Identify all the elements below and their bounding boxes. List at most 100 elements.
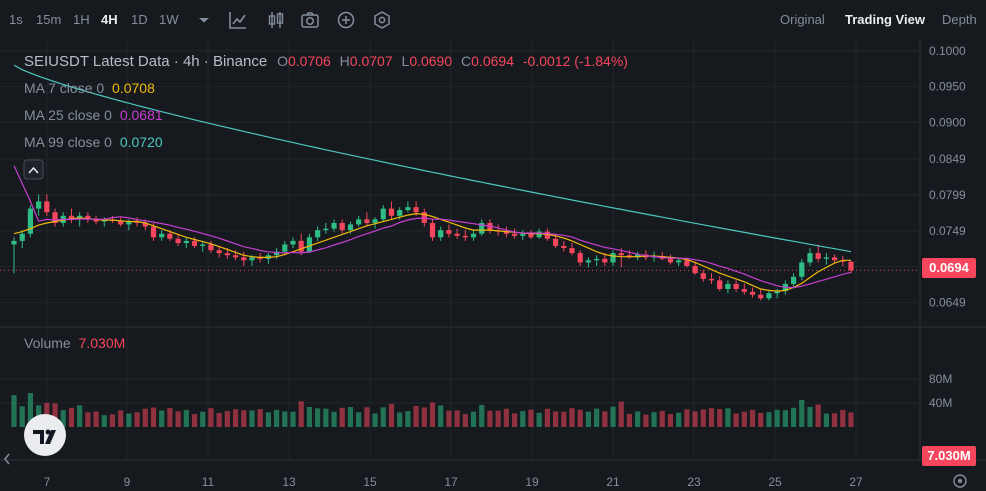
collapse-button[interactable] <box>23 159 44 180</box>
candle-body <box>315 230 321 238</box>
candle-body <box>610 253 616 263</box>
candle-body <box>470 233 477 238</box>
candle-body <box>725 283 731 289</box>
price-tick-label: 0.0799 <box>929 188 966 202</box>
view-trading-view[interactable]: Trading View <box>845 12 925 27</box>
volume-bar <box>282 411 288 427</box>
candle-body <box>618 253 624 256</box>
chevron-down-icon[interactable] <box>194 10 214 30</box>
ma99-legend: MA 99 close 0 0.0720 <box>24 134 163 150</box>
candle <box>692 261 698 275</box>
timeframe-1s[interactable]: 1s <box>9 12 23 27</box>
candle <box>831 254 838 264</box>
volume-bar <box>257 409 263 427</box>
volume-bar <box>511 413 518 427</box>
candle <box>577 250 583 267</box>
scroll-left-button[interactable] <box>4 453 10 465</box>
candle-body <box>684 260 690 267</box>
volume-bar <box>676 412 682 427</box>
candle <box>470 230 477 241</box>
high-value: 0.0707 <box>349 53 393 69</box>
candle <box>290 237 296 249</box>
volume-bar <box>364 407 370 427</box>
ma7-legend: MA 7 close 0 0.0708 <box>24 80 155 96</box>
volume-bar <box>618 401 624 427</box>
volume-bar <box>380 407 386 427</box>
camera-icon[interactable] <box>300 10 320 30</box>
candle-body <box>848 261 854 271</box>
candle <box>708 273 715 284</box>
timeframe-15m[interactable]: 15m <box>36 12 62 27</box>
volume-bar <box>667 414 674 427</box>
volume-bar <box>126 413 132 427</box>
volume-bar <box>594 408 600 427</box>
volume-bar <box>487 410 493 427</box>
candle-body <box>323 228 329 231</box>
candle-body <box>692 266 698 274</box>
candle <box>602 253 608 267</box>
tradingview-logo <box>24 414 66 456</box>
candle <box>216 245 222 258</box>
candle-body <box>11 240 17 245</box>
price-chart[interactable]: 0.1000 0.0950 0.0900 0.0849 0.0799 0.0749 0.06… <box>0 40 986 491</box>
candle <box>36 194 42 216</box>
candle-body <box>397 210 403 216</box>
volume-bar <box>405 411 411 427</box>
volume-bar <box>421 407 427 427</box>
candle-body <box>216 250 222 254</box>
timeframe-1h[interactable]: 1H <box>73 12 90 27</box>
candle <box>380 205 386 222</box>
timeframe-4h[interactable]: 4H <box>101 12 118 27</box>
volume-bar <box>60 410 66 427</box>
view-original[interactable]: Original <box>780 12 825 27</box>
candle <box>667 254 674 265</box>
volume-bar <box>495 410 501 427</box>
volume-bar <box>659 410 665 427</box>
candle-body <box>159 233 165 238</box>
volume-bar <box>142 408 148 427</box>
price-tick-label: 0.0950 <box>929 80 966 94</box>
plus-circle-icon[interactable] <box>336 10 356 30</box>
candle <box>208 240 214 254</box>
volume-bar <box>717 409 723 427</box>
volume-bar <box>265 412 271 427</box>
settings-icon[interactable] <box>372 10 392 30</box>
time-axis[interactable]: 7 9 11 13 15 17 19 21 23 25 27 <box>44 475 863 489</box>
volume-bar <box>758 412 764 427</box>
candle-body <box>306 237 313 252</box>
candle-body <box>364 219 370 223</box>
candle-body <box>298 240 304 252</box>
volume-bar <box>503 408 509 427</box>
timeframe-1d[interactable]: 1D <box>131 12 148 27</box>
volume-bar <box>200 411 206 427</box>
volume-bar <box>749 409 756 427</box>
volume-bar <box>602 411 608 427</box>
candle <box>265 253 271 264</box>
candle <box>848 260 854 274</box>
volume-bar <box>782 410 788 427</box>
candle <box>569 243 575 256</box>
chart-settings-button[interactable] <box>953 474 967 488</box>
volume-axis: 80M 40M <box>929 372 952 410</box>
candle <box>446 224 452 238</box>
timeframe-1w[interactable]: 1W <box>159 12 179 27</box>
candle <box>479 219 485 236</box>
candle-body <box>150 226 157 238</box>
volume-bar <box>700 409 706 427</box>
volume-bar <box>11 395 17 427</box>
candle <box>388 201 395 220</box>
candle-body <box>339 222 345 231</box>
view-depth[interactable]: Depth <box>942 12 977 27</box>
candle <box>749 287 756 298</box>
candle <box>323 222 329 234</box>
indicator-icon[interactable] <box>228 10 248 30</box>
candle-body <box>380 208 386 220</box>
candle-body <box>585 260 592 263</box>
candle-body <box>815 253 821 259</box>
volume-bar <box>273 409 280 427</box>
candle-body <box>602 258 608 263</box>
volume-bar <box>118 410 124 427</box>
volume-bar <box>315 408 321 427</box>
candle-type-icon[interactable] <box>266 10 286 30</box>
candle-body <box>142 222 148 227</box>
